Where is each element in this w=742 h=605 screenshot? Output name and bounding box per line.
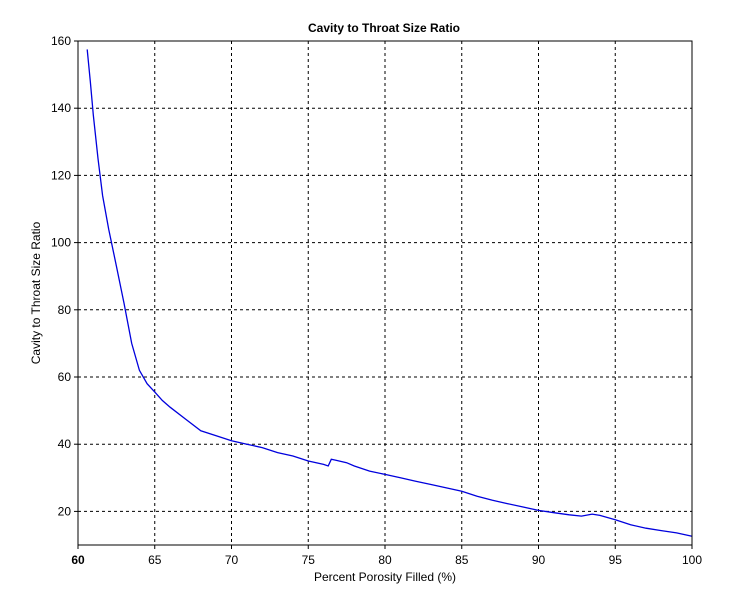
x-tick-label: 100: [682, 553, 702, 567]
x-tick-label: 70: [225, 553, 239, 567]
x-tick-label: 80: [378, 553, 392, 567]
plot-area: [86, 49, 693, 537]
y-tick-label: 120: [51, 168, 71, 182]
x-tick-label: 90: [532, 553, 546, 567]
series-line: [86, 49, 693, 537]
x-axis-label: Percent Porosity Filled (%): [314, 570, 456, 584]
x-tick-label: 60: [71, 553, 85, 567]
x-tick-label: 75: [302, 553, 316, 567]
y-axis-ticks: 20 40 60 80 100 120 140 160: [51, 34, 78, 518]
chart-title: Cavity to Throat Size Ratio: [308, 21, 460, 35]
x-tick-label: 65: [148, 553, 162, 567]
y-tick-label: 140: [51, 101, 71, 115]
y-tick-label: 160: [51, 34, 71, 48]
grid-lines: [78, 41, 692, 545]
x-tick-label: 85: [455, 553, 469, 567]
y-tick-label: 60: [58, 370, 72, 384]
y-tick-label: 100: [51, 236, 71, 250]
y-tick-label: 80: [58, 303, 72, 317]
y-tick-label: 20: [58, 504, 72, 518]
y-axis-label: Cavity to Throat Size Ratio: [29, 221, 43, 364]
y-tick-label: 40: [58, 437, 72, 451]
x-axis-ticks: 60 65 70 75 80 85 90 95 100: [71, 545, 702, 567]
x-tick-label: 95: [609, 553, 623, 567]
